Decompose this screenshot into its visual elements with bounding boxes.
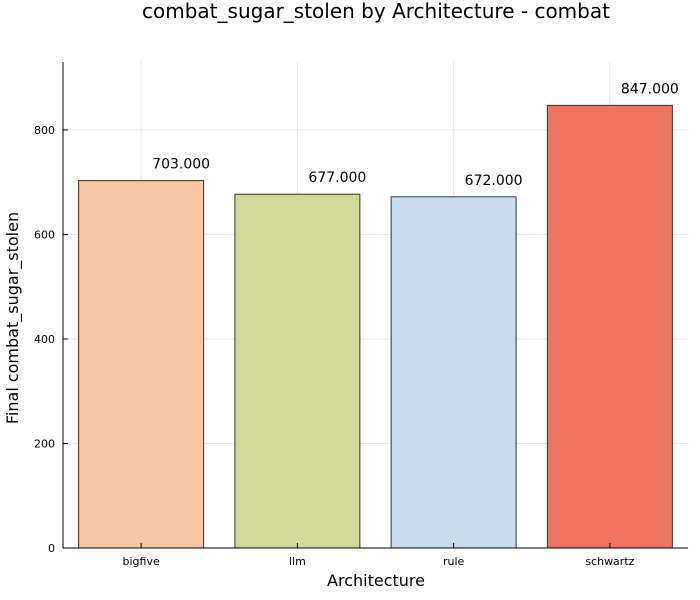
chart-title: combat_sugar_stolen by Architecture - co… (142, 0, 610, 23)
ticks-layer: 0 200 400 600 800 bigfive llm rule schwartz (34, 124, 635, 568)
bar-schwartz (546, 104, 673, 549)
x-tick-label: schwartz (585, 555, 634, 568)
bar-rule (390, 196, 517, 549)
bar-bigfive (78, 180, 205, 549)
axes-layer (62, 62, 688, 549)
x-tick-label: bigfive (123, 555, 160, 568)
y-tick-label: 600 (34, 228, 55, 241)
y-axis-label: Final combat_sugar_stolen (3, 212, 23, 424)
y-tick-label: 400 (34, 333, 55, 346)
bars-layer (78, 104, 673, 549)
y-tick-label: 800 (34, 124, 55, 137)
data-label-schwartz: 847.000 (621, 81, 679, 97)
x-axis-label: Architecture (327, 571, 425, 590)
y-tick-label: 200 (34, 437, 55, 450)
x-tick-label: rule (443, 555, 465, 568)
data-labels-layer: 703.000 677.000 672.000 847.000 (152, 81, 679, 188)
x-tick-label: llm (289, 555, 306, 568)
data-label-bigfive: 703.000 (152, 157, 210, 173)
data-label-llm: 677.000 (308, 170, 366, 186)
y-tick-label: 0 (48, 542, 55, 555)
data-label-rule: 672.000 (465, 173, 523, 189)
bar-llm (234, 193, 361, 549)
